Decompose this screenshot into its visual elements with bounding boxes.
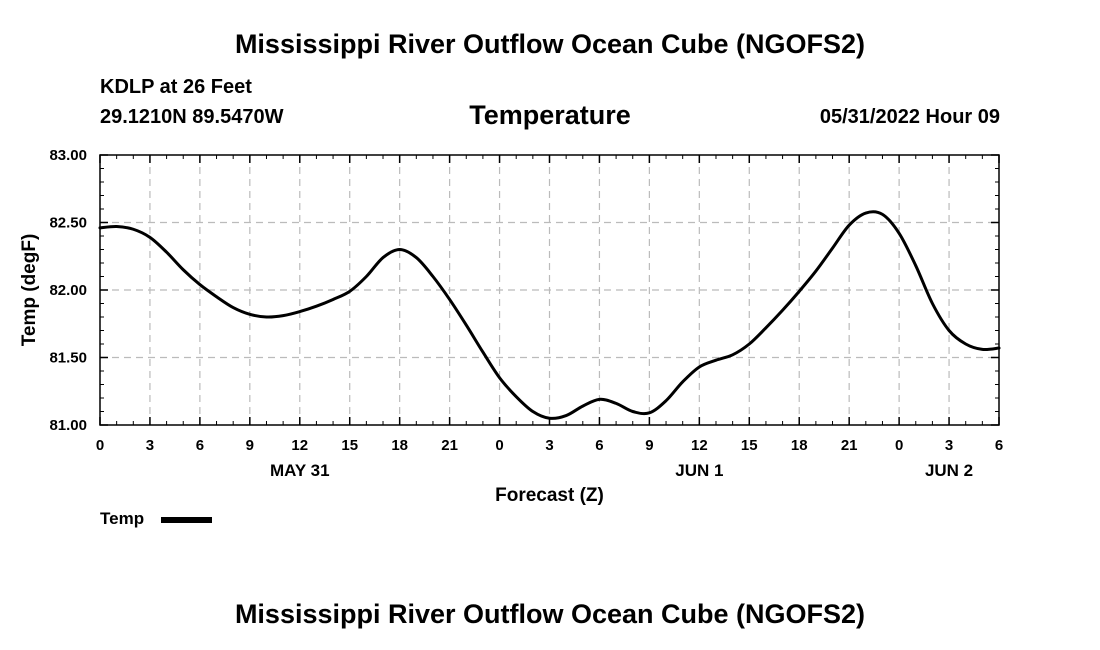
y-axis-label: Temp (degF) — [19, 234, 40, 347]
axis-ticks — [99, 154, 1000, 426]
x-tick-label: 12 — [291, 437, 308, 454]
y-tick-label: 81.50 — [49, 350, 87, 367]
y-tick-label: 82.50 — [49, 215, 87, 232]
x-tick-label: 0 — [96, 437, 104, 454]
x-tick-label: 15 — [341, 437, 358, 454]
x-tick-label: 21 — [441, 437, 458, 454]
date-label: JUN 1 — [675, 461, 723, 480]
x-tick-label: 6 — [595, 437, 603, 454]
y-tick-label: 82.00 — [49, 282, 87, 299]
legend-label: Temp — [100, 509, 145, 528]
x-axis-label: Forecast (Z) — [495, 485, 604, 506]
y-tick-label: 81.00 — [49, 417, 87, 434]
x-tick-label: 0 — [895, 437, 903, 454]
x-tick-label: 6 — [995, 437, 1003, 454]
x-tick-label: 3 — [545, 437, 553, 454]
x-tick-label: 0 — [495, 437, 503, 454]
x-tick-label: 6 — [196, 437, 204, 454]
variable-title: Temperature — [469, 100, 631, 130]
x-tick-label: 18 — [791, 437, 808, 454]
station-label: KDLP at 26 Feet — [100, 76, 252, 98]
grid — [100, 155, 999, 425]
date-label: MAY 31 — [270, 461, 330, 480]
series-line-temp — [98, 210, 1001, 420]
y-axis-tick-labels: 81.00 81.50 82.00 82.50 83.00 — [49, 147, 87, 434]
legend-line-swatch — [161, 517, 212, 523]
x-axis-tick-labels: 0 3 6 9 12 15 18 21 0 3 6 9 12 15 18 21 0 3 6 — [96, 437, 1003, 454]
chart-title: Mississippi River Outflow Ocean Cube (NG… — [234, 29, 866, 59]
series — [98, 210, 1001, 420]
date-label: JUN 2 — [925, 461, 973, 480]
x-tick-label: 12 — [691, 437, 708, 454]
footer-title: Mississippi River Outflow Ocean Cube (NG… — [234, 599, 866, 629]
x-tick-label: 9 — [246, 437, 254, 454]
x-tick-label: 15 — [741, 437, 758, 454]
x-tick-label: 3 — [146, 437, 154, 454]
y-tick-label: 83.00 — [49, 147, 87, 164]
forecast-datetime: 05/31/2022 Hour 09 — [819, 106, 1000, 128]
x-tick-label: 9 — [645, 437, 653, 454]
x-tick-label: 18 — [391, 437, 408, 454]
x-tick-label: 21 — [841, 437, 858, 454]
station-coordinates: 29.1210N 89.5470W — [100, 106, 284, 128]
date-labels: MAY 31 JUN 1 JUN 2 — [270, 461, 973, 480]
x-tick-label: 3 — [945, 437, 953, 454]
